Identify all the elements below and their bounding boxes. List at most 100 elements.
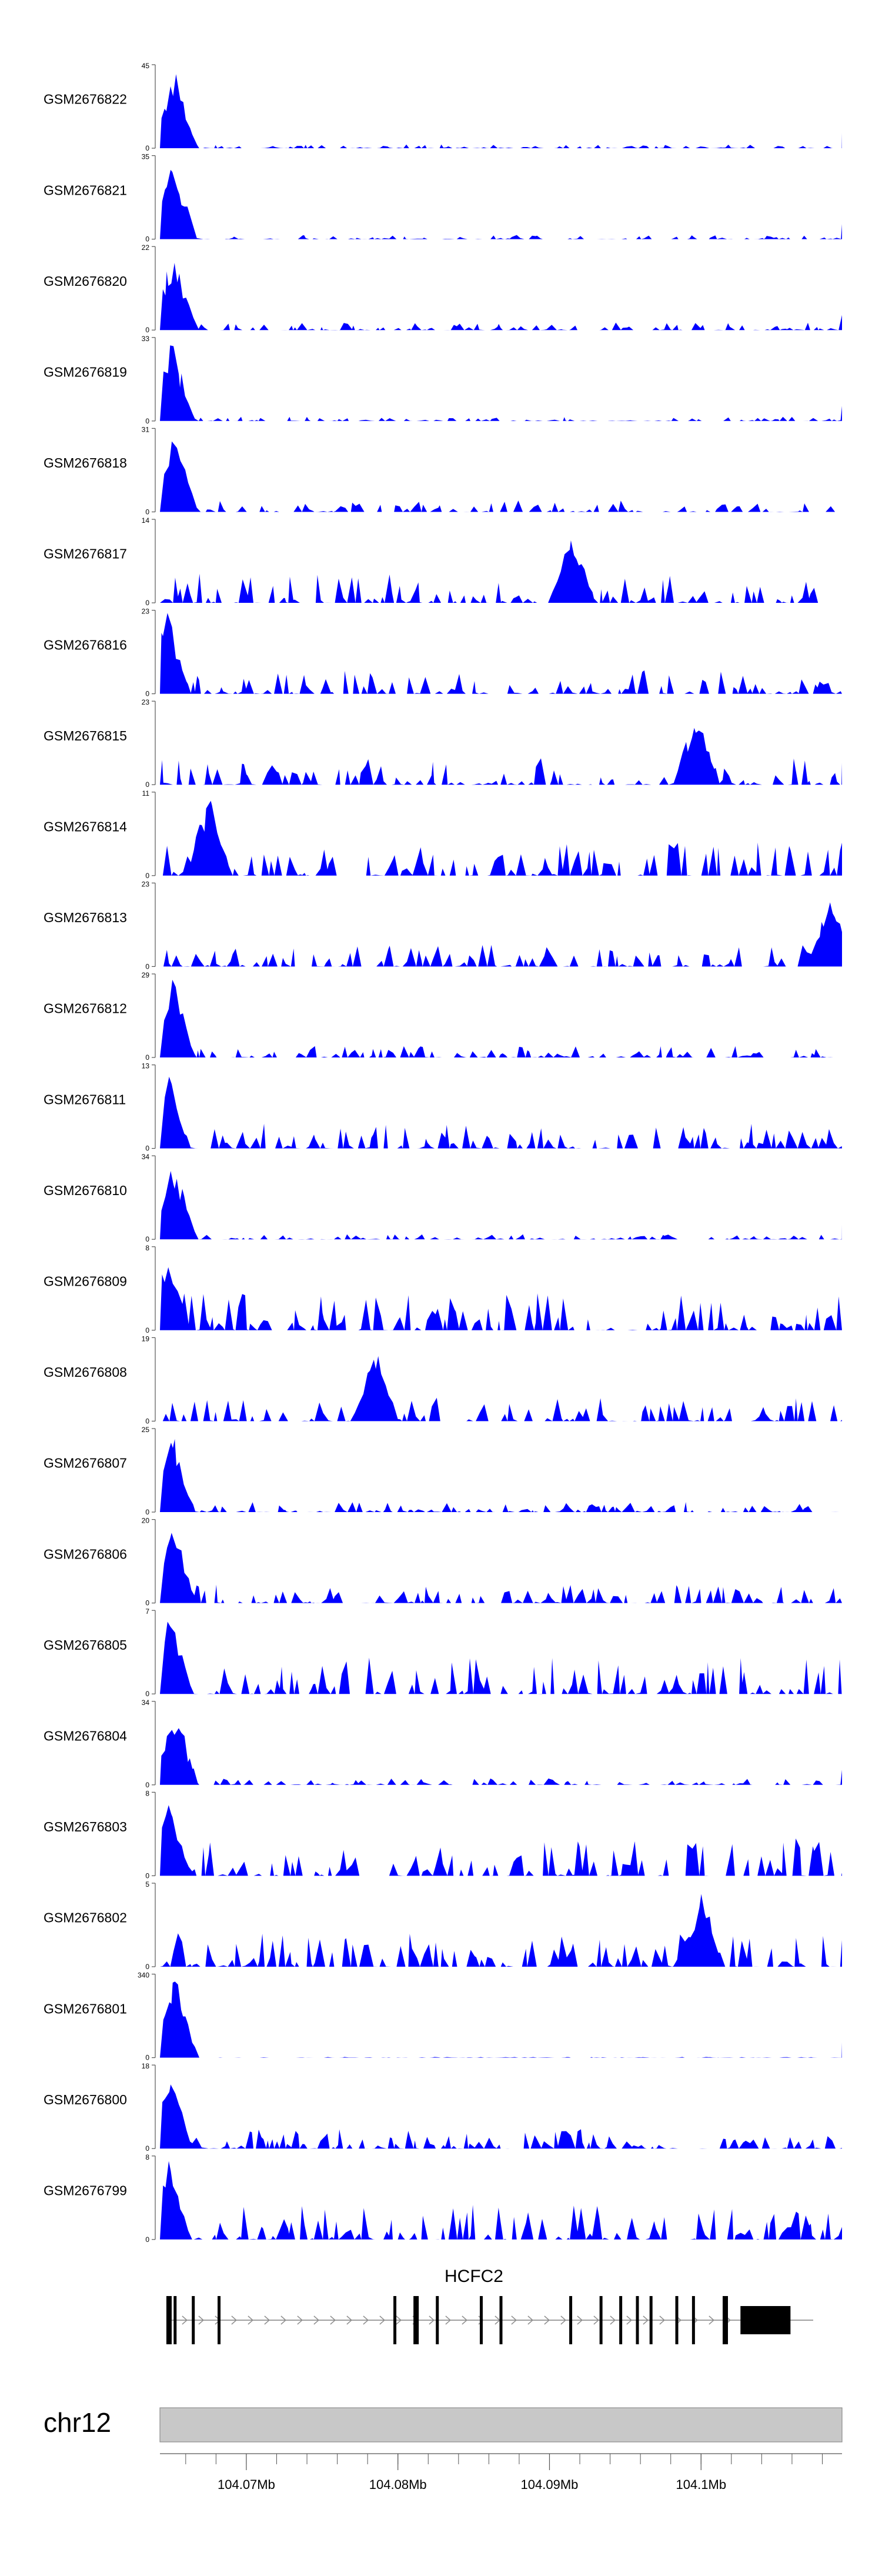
track-label: GSM2676810 <box>44 1183 127 1198</box>
strand-arrow <box>396 2315 402 2325</box>
gene-exon <box>479 2296 483 2344</box>
gene-exon <box>675 2296 679 2344</box>
track-ymin-label: 0 <box>145 1781 149 1789</box>
coverage-area <box>160 74 842 148</box>
track-ymax-label: 13 <box>142 1062 150 1070</box>
track-ymin-label: 0 <box>145 1417 149 1425</box>
track-label: GSM2676813 <box>44 910 127 925</box>
chromosome-label: chr12 <box>44 2407 111 2438</box>
coverage-area <box>160 902 842 967</box>
coverage-area <box>160 1439 842 1512</box>
coverage-area <box>160 1981 842 2058</box>
track-ymax-label: 19 <box>142 1334 150 1343</box>
coverage-area <box>160 1805 842 1876</box>
track-ymax-label: 23 <box>142 880 150 888</box>
track-ymax-label: 25 <box>142 1426 150 1434</box>
gene-exon <box>636 2296 639 2344</box>
coverage-area <box>160 1894 842 1967</box>
coverage-area <box>160 613 842 694</box>
track-ymax-label: 35 <box>142 153 150 161</box>
track-ymax-label: 340 <box>138 1971 149 1980</box>
gene-exon <box>173 2296 177 2344</box>
axis-tick-label: 104.09Mb <box>521 2477 579 2492</box>
track-label: GSM2676815 <box>44 728 127 743</box>
coverage-area <box>160 1076 842 1149</box>
gene-exon <box>166 2296 172 2344</box>
track-label: GSM2676800 <box>44 2092 127 2107</box>
track-ymax-label: 33 <box>142 335 150 343</box>
chromosome-band <box>159 2407 843 2442</box>
strand-arrow <box>330 2315 336 2325</box>
strand-arrow <box>248 2315 254 2325</box>
track-label: GSM2676807 <box>44 1456 127 1471</box>
track-ymin-label: 0 <box>145 235 149 243</box>
coverage-area <box>160 169 842 239</box>
track-ymin-label: 0 <box>145 872 149 880</box>
strand-arrow <box>659 2315 666 2325</box>
track-ymax-label: 31 <box>142 425 150 433</box>
strand-arrow <box>313 2315 320 2325</box>
track-ymax-label: 7 <box>145 1607 149 1616</box>
strand-arrow <box>379 2315 386 2325</box>
track-label: GSM2676821 <box>44 182 127 198</box>
strand-arrow <box>182 2315 188 2325</box>
strand-arrow <box>709 2315 715 2325</box>
coverage-area <box>160 1728 842 1785</box>
strand-arrow <box>643 2315 649 2325</box>
track-ymax-label: 5 <box>145 1880 149 1888</box>
track-ymin-label: 0 <box>145 1053 149 1062</box>
strand-arrow <box>198 2315 205 2325</box>
coverage-area <box>160 2161 842 2240</box>
coverage-area <box>160 728 842 785</box>
track-ymin-label: 0 <box>145 144 149 152</box>
gene-exon <box>569 2296 573 2344</box>
track-label: GSM2676799 <box>44 2183 127 2198</box>
track-ymin-label: 0 <box>145 2054 149 2062</box>
strand-arrow <box>280 2315 287 2325</box>
track-label: GSM2676812 <box>44 1001 127 1016</box>
track-ymin-label: 0 <box>145 508 149 516</box>
gene-exon <box>723 2296 729 2344</box>
coverage-area <box>160 1171 842 1240</box>
strand-arrow <box>593 2315 600 2325</box>
track-ymin-label: 0 <box>145 1144 149 1153</box>
track-ymin-label: 0 <box>145 1871 149 1880</box>
track-label: GSM2676818 <box>44 455 127 471</box>
track-ymax-label: 34 <box>142 1153 150 1161</box>
gene-exon <box>218 2296 221 2344</box>
track-label: GSM2676814 <box>44 819 127 835</box>
track-label: GSM2676803 <box>44 1819 127 1834</box>
track-ymin-label: 0 <box>145 1235 149 1243</box>
gene-exon <box>619 2296 623 2344</box>
strand-arrow <box>577 2315 583 2325</box>
gene-exon <box>691 2296 695 2344</box>
track-ymin-label: 0 <box>145 962 149 970</box>
track-ymin-label: 0 <box>145 1326 149 1334</box>
gene-exon <box>649 2296 653 2344</box>
track-label: GSM2676816 <box>44 637 127 652</box>
track-ymax-label: 8 <box>145 1789 149 1797</box>
track-label: GSM2676819 <box>44 365 127 380</box>
track-label: GSM2676801 <box>44 2001 127 2016</box>
strand-arrow <box>429 2315 435 2325</box>
gene-exon <box>413 2296 419 2344</box>
track-ymin-label: 0 <box>145 1599 149 1607</box>
coverage-area <box>160 1356 842 1422</box>
coverage-area <box>160 1621 842 1694</box>
track-ymin-label: 0 <box>145 2235 149 2244</box>
track-ymax-label: 8 <box>145 1244 149 1252</box>
strand-arrow <box>297 2315 303 2325</box>
coverage-area <box>160 1267 842 1330</box>
track-ymin-label: 0 <box>145 417 149 425</box>
strand-arrow <box>626 2315 633 2325</box>
track-ymin-label: 0 <box>145 1963 149 1971</box>
track-label: GSM2676806 <box>44 1546 127 1561</box>
strand-arrow <box>462 2315 468 2325</box>
gene-exon <box>192 2296 195 2344</box>
gene-last-exon <box>740 2306 791 2334</box>
coverage-area <box>160 800 842 876</box>
strand-arrow <box>610 2315 616 2325</box>
axis-tick-label: 104.08Mb <box>369 2477 427 2492</box>
track-ymax-label: 45 <box>142 62 150 70</box>
track-ymin-label: 0 <box>145 2144 149 2153</box>
